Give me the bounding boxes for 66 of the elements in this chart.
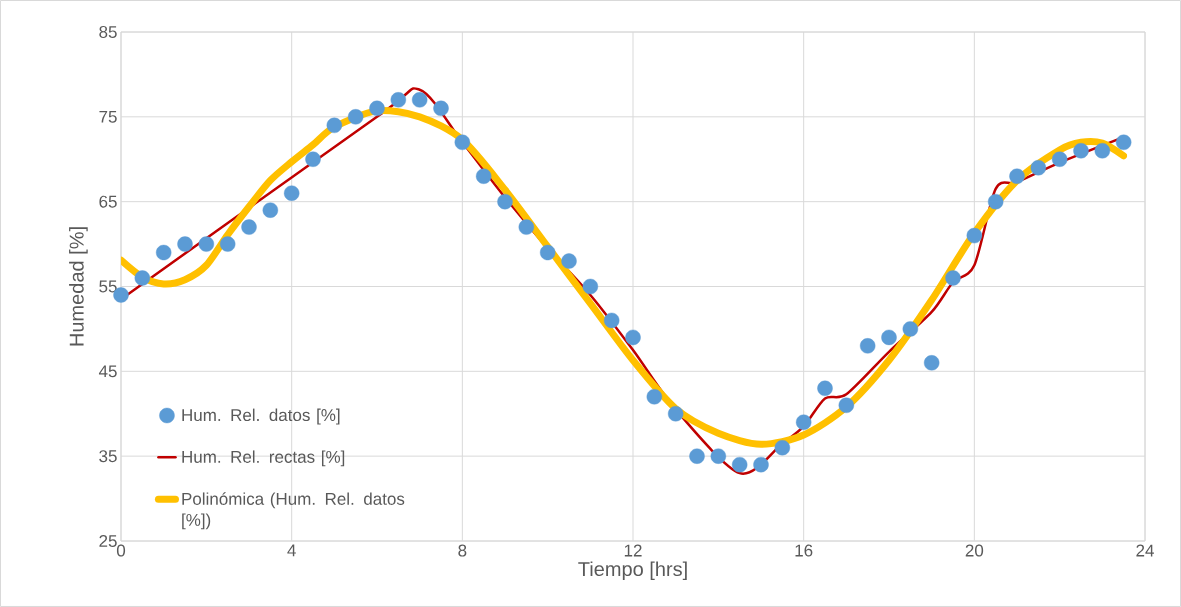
point (390, 92, 407, 108)
point (561, 253, 577, 269)
point (625, 329, 641, 346)
point (539, 244, 556, 261)
point (241, 219, 257, 235)
point (134, 270, 151, 286)
point (945, 270, 961, 286)
point (774, 439, 791, 456)
point (497, 193, 513, 210)
point (710, 448, 727, 464)
point (411, 92, 428, 108)
point (475, 168, 492, 184)
point (667, 406, 684, 422)
y-tick-label: 35 (99, 450, 117, 463)
point (646, 389, 663, 405)
y-axis-title: Humedad [%] (69, 227, 88, 346)
x-tick-label: 0 (116, 544, 126, 557)
x-tick-label: 24 (1136, 544, 1154, 557)
y-tick-label: 25 (99, 534, 117, 548)
y-tick-label: 55 (99, 280, 117, 293)
point (838, 397, 855, 413)
x-tick-label: 4 (287, 544, 296, 557)
point (433, 100, 449, 117)
point (731, 456, 748, 473)
legend-label: Polinómica (Hum. Rel. datos [%]) (182, 492, 405, 530)
x-tick-label: 8 (458, 544, 467, 557)
point (177, 236, 193, 252)
point (689, 448, 705, 464)
point (923, 355, 940, 371)
x-tick-label: 12 (624, 544, 642, 557)
point (1009, 168, 1025, 184)
point (1094, 143, 1111, 159)
point (987, 193, 1004, 210)
point (902, 321, 919, 337)
point (155, 244, 172, 261)
point (1051, 151, 1068, 167)
point (1073, 143, 1089, 159)
point (1030, 160, 1047, 176)
point (347, 109, 364, 125)
x-tick-label: 16 (795, 544, 813, 557)
point (518, 219, 535, 235)
point (966, 227, 983, 244)
point (305, 151, 321, 167)
point (881, 329, 897, 346)
point (795, 414, 812, 430)
point (582, 278, 599, 295)
y-tick-label: 45 (98, 365, 117, 378)
point (859, 338, 876, 354)
point (283, 185, 300, 201)
point (1115, 134, 1132, 150)
point (454, 134, 471, 150)
point (219, 236, 236, 252)
x-tick-label: 20 (965, 544, 984, 557)
point (369, 100, 385, 117)
point (817, 380, 833, 396)
point (326, 117, 343, 134)
point (198, 236, 215, 252)
y-tick-label: 65 (99, 195, 117, 208)
y-tick-label: 85 (99, 25, 117, 39)
y-tick-label: 75 (99, 110, 117, 123)
x-axis-title: Tiempo [hrs] (578, 561, 687, 581)
legend-label: Hum. Rel. datos [%] (182, 408, 340, 425)
point (753, 456, 769, 473)
point (262, 202, 279, 218)
legend-label: Hum. Rel. rectas [%] (182, 450, 345, 467)
point (603, 312, 620, 329)
